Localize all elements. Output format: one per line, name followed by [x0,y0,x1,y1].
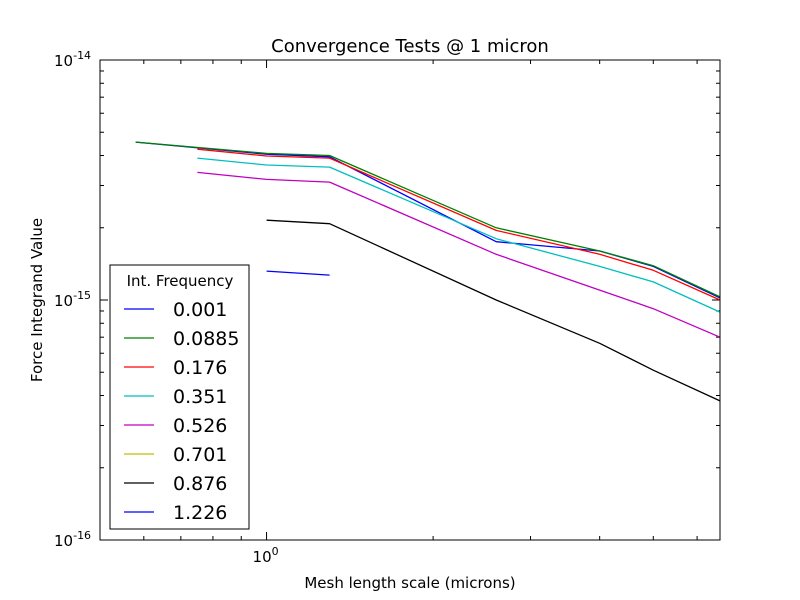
legend: Int. Frequency 0.001 0.0885 0.176 0.351 0.52… [109,264,250,530]
y-tick-label: 10-14 [54,49,91,70]
series-group [135,141,720,402]
y-axis-label: Force Integrand Value [28,218,46,382]
series-line-1.226 [266,270,330,276]
series-line-0.526 [197,171,720,338]
legend-entries: 0.001 0.0885 0.176 0.351 0.526 0.701 0.876 1.22… [124,299,239,524]
legend-label: 0.0885 [173,328,239,350]
y-tick-label: 10-16 [54,529,91,550]
x-tick-label: 100 [253,545,279,566]
legend-label: 0.176 [173,357,227,379]
series-line-0.176 [197,148,720,301]
plot-frame [99,59,721,541]
legend-label: 0.001 [173,299,227,321]
x-axis-label: Mesh length scale (microns) [304,574,515,592]
series-line-0.351 [197,157,720,313]
series-line-0.0885 [135,141,720,298]
legend-title: Int. Frequency [127,272,234,290]
y-tick-label: 10-15 [54,289,91,310]
chart-title: Convergence Tests @ 1 micron [271,36,549,57]
legend-label: 0.701 [173,444,227,466]
tick-labels: 10-16 10-15 10-14 100 [54,49,279,566]
series-line-0.876 [266,219,720,402]
legend-label: 0.351 [173,386,227,408]
legend-label: 0.526 [173,415,227,437]
legend-label: 0.876 [173,473,227,495]
legend-label: 1.226 [173,502,227,524]
minor-ticks [100,60,720,540]
